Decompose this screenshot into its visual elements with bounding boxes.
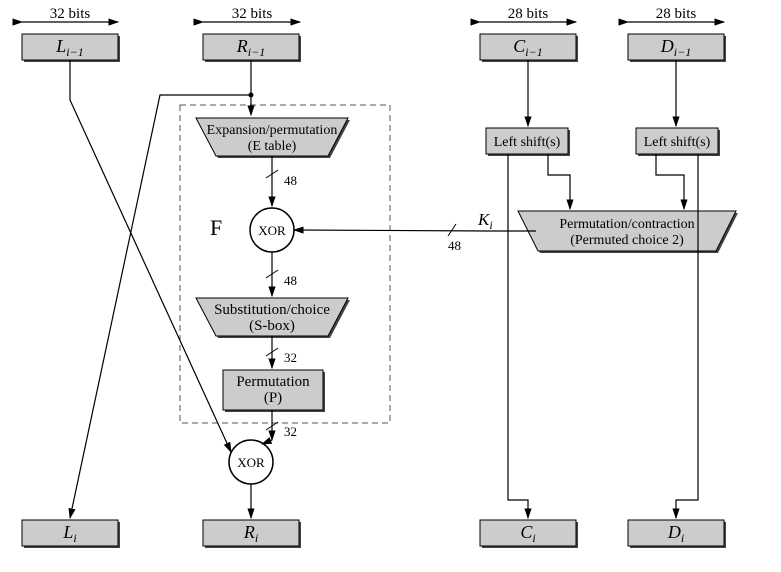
box-C-top: Ci−1 — [480, 34, 578, 62]
bits-label-L: 32 bits — [22, 6, 118, 22]
edge-Ki-to-XOR — [294, 230, 490, 231]
edge-LSD-to-PC2 — [656, 154, 684, 209]
svg-text:28 bits: 28 bits — [656, 6, 697, 22]
bits-label-R: 32 bits — [203, 6, 300, 22]
label-Ki: Ki — [477, 210, 493, 232]
label-k48: 48 — [448, 238, 461, 253]
edge-LSC-to-Ci — [508, 154, 528, 518]
xor1: XOR — [250, 208, 294, 252]
svg-text:(P): (P) — [264, 390, 282, 406]
junction-R — [249, 93, 254, 98]
svg-text:Permutation/contraction: Permutation/contraction — [559, 217, 694, 232]
svg-text:(Permuted choice 2): (Permuted choice 2) — [570, 233, 684, 248]
svg-text:XOR: XOR — [237, 455, 265, 470]
pc2-block: Permutation/contraction (Permuted choice… — [518, 211, 738, 253]
svg-text:32 bits: 32 bits — [232, 6, 273, 22]
box-L-bot: Li — [22, 520, 120, 548]
box-L-top: Li−1 — [22, 34, 120, 62]
label-32b: 32 — [284, 424, 297, 439]
xor2: XOR — [229, 440, 273, 484]
svg-text:(E table): (E table) — [248, 139, 297, 154]
lshift-D: Left shift(s) — [636, 128, 720, 156]
bits-label-C: 28 bits — [480, 6, 576, 22]
box-R-top: Ri−1 — [203, 34, 301, 62]
svg-text:32 bits: 32 bits — [50, 6, 91, 22]
sbox-block: Substitution/choice (S-box) — [196, 298, 350, 338]
label-48a: 48 — [284, 173, 297, 188]
edge-LSD-to-Di — [676, 154, 698, 518]
expansion-block: Expansion/permutation (E table) — [196, 118, 350, 158]
box-R-bot: Ri — [203, 520, 301, 548]
perm-block: Permutation (P) — [223, 370, 325, 412]
svg-text:Left shift(s): Left shift(s) — [494, 135, 561, 150]
box-D-bot: Di — [628, 520, 726, 548]
lshift-C: Left shift(s) — [486, 128, 570, 156]
svg-text:Permutation: Permutation — [236, 374, 310, 390]
svg-text:(S-box): (S-box) — [249, 318, 295, 334]
svg-text:XOR: XOR — [258, 223, 286, 238]
label-48b: 48 — [284, 273, 297, 288]
bits-label-D: 28 bits — [628, 6, 724, 22]
box-D-top: Di−1 — [628, 34, 726, 62]
box-C-bot: Ci — [480, 520, 578, 548]
svg-text:Left shift(s): Left shift(s) — [644, 135, 711, 150]
edge-LSC-to-PC2 — [548, 154, 570, 209]
label-32a: 32 — [284, 350, 297, 365]
edge-P-to-XOR2b — [262, 440, 272, 444]
svg-text:Expansion/permutation: Expansion/permutation — [207, 123, 338, 138]
svg-text:Substitution/choice: Substitution/choice — [214, 302, 330, 318]
F-label: F — [210, 215, 222, 240]
svg-text:28 bits: 28 bits — [508, 6, 549, 22]
